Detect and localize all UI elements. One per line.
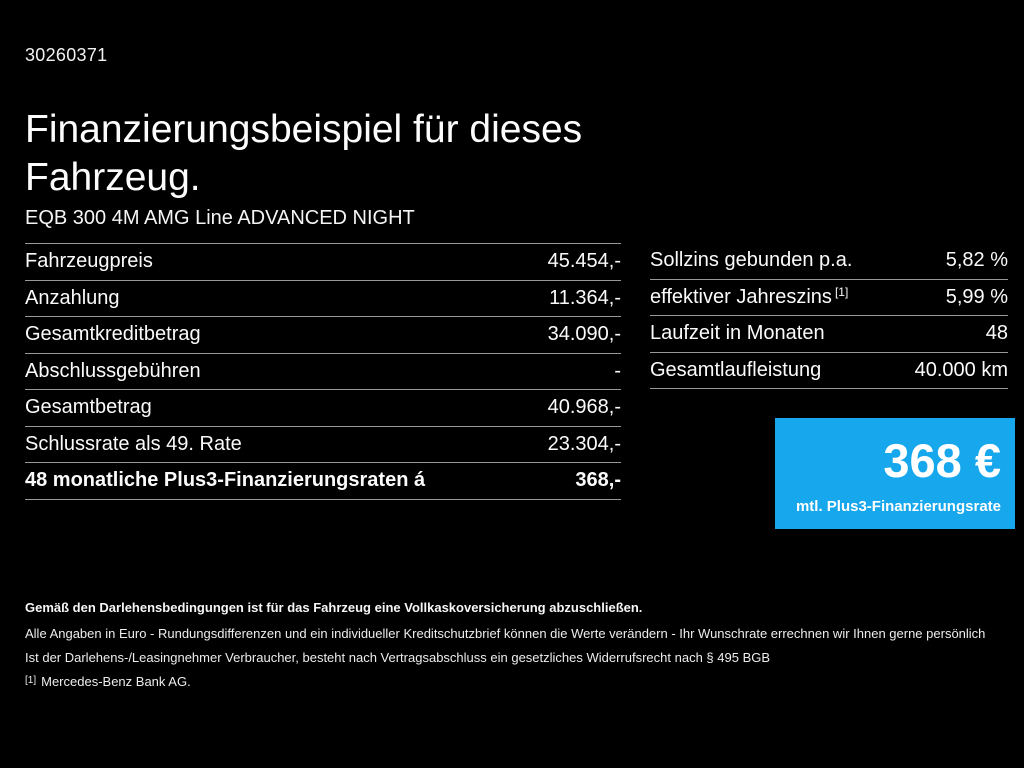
row-label: Laufzeit in Monaten: [650, 322, 825, 345]
row-value: 40.000 km: [914, 358, 1008, 381]
vehicle-name: EQB 300 4M AMG Line ADVANCED NIGHT: [25, 207, 415, 229]
footer-disclaimer: Gemäß den Darlehensbedingungen ist für d…: [25, 600, 995, 689]
table-row-abschlussgebuehren: Abschlussgebühren -: [25, 352, 621, 390]
monthly-rate-box: 368 € mtl. Plus3-Finanzierungsrate: [775, 418, 1015, 529]
disclaimer-euro-note: Alle Angaben in Euro - Rundungsdifferenz…: [25, 626, 986, 641]
row-label: 48 monatliche Plus3-Finanzierungsraten á: [25, 469, 426, 492]
row-label: Sollzins gebunden p.a.: [650, 249, 853, 272]
monthly-rate-caption: mtl. Plus3-Finanzierungsrate: [795, 498, 1001, 515]
document-id: 30260371: [25, 45, 108, 65]
page-title: Finanzierungsbeispiel für dieses Fahrzeu…: [25, 108, 583, 200]
row-value: 34.090,-: [547, 323, 621, 346]
table-row-fahrzeugpreis: Fahrzeugpreis 45.454,-: [25, 243, 621, 280]
row-label: Schlussrate als 49. Rate: [25, 432, 242, 455]
table-row-effektiver-jahreszins: effektiver Jahreszins [1] 5,99 %: [650, 280, 1008, 316]
row-label: Gesamtkreditbetrag: [25, 323, 201, 346]
table-row-sollzins: Sollzins gebunden p.a. 5,82 %: [650, 243, 1008, 280]
row-value: 45.454,-: [547, 250, 621, 273]
row-label: Anzahlung: [25, 286, 120, 309]
table-row-schlussrate: Schlussrate als 49. Rate 23.304,-: [25, 425, 621, 463]
row-value: 40.968,-: [547, 396, 621, 419]
footnote-reference: [1]: [834, 284, 849, 299]
row-value: 11.364,-: [549, 286, 621, 309]
footnote-bank: [1] Mercedes-Benz Bank AG.: [25, 674, 995, 689]
table-row-gesamtkreditbetrag: Gesamtkreditbetrag 34.090,-: [25, 316, 621, 353]
row-label: Fahrzeugpreis: [25, 250, 153, 273]
table-row-gesamtlaufleistung: Gesamtlaufleistung 40.000 km: [650, 353, 1008, 389]
row-label-text: effektiver Jahreszins: [650, 285, 832, 308]
footnote-marker: [1]: [25, 675, 37, 686]
row-label: Gesamtbetrag: [25, 396, 152, 419]
row-value: 368,-: [575, 469, 621, 492]
row-label: Gesamtlaufleistung: [650, 358, 822, 381]
row-value: 48: [985, 322, 1008, 345]
table-row-monatsraten: 48 monatliche Plus3-Finanzierungsraten á…: [25, 462, 621, 500]
row-value: 23.304,-: [547, 432, 621, 455]
monthly-rate-amount: 368 €: [883, 434, 1001, 487]
finance-table: Fahrzeugpreis 45.454,- Anzahlung 11.364,…: [25, 243, 621, 500]
row-value: 5,99 %: [945, 285, 1008, 308]
row-label: effektiver Jahreszins [1]: [650, 284, 849, 309]
table-row-laufzeit: Laufzeit in Monaten 48: [650, 316, 1008, 353]
row-value: -: [614, 359, 621, 382]
footnote-text: Mercedes-Benz Bank AG.: [41, 674, 191, 689]
conditions-table: Sollzins gebunden p.a. 5,82 % effektiver…: [650, 243, 1008, 389]
table-row-anzahlung: Anzahlung 11.364,-: [25, 279, 621, 317]
row-label: Abschlussgebühren: [25, 359, 201, 382]
disclaimer-widerrufsrecht: Ist der Darlehens-/Leasingnehmer Verbrau…: [25, 650, 771, 665]
row-value: 5,82 %: [945, 249, 1008, 272]
table-row-gesamtbetrag: Gesamtbetrag 40.968,-: [25, 389, 621, 426]
disclaimer-insurance: Gemäß den Darlehensbedingungen ist für d…: [25, 600, 643, 615]
